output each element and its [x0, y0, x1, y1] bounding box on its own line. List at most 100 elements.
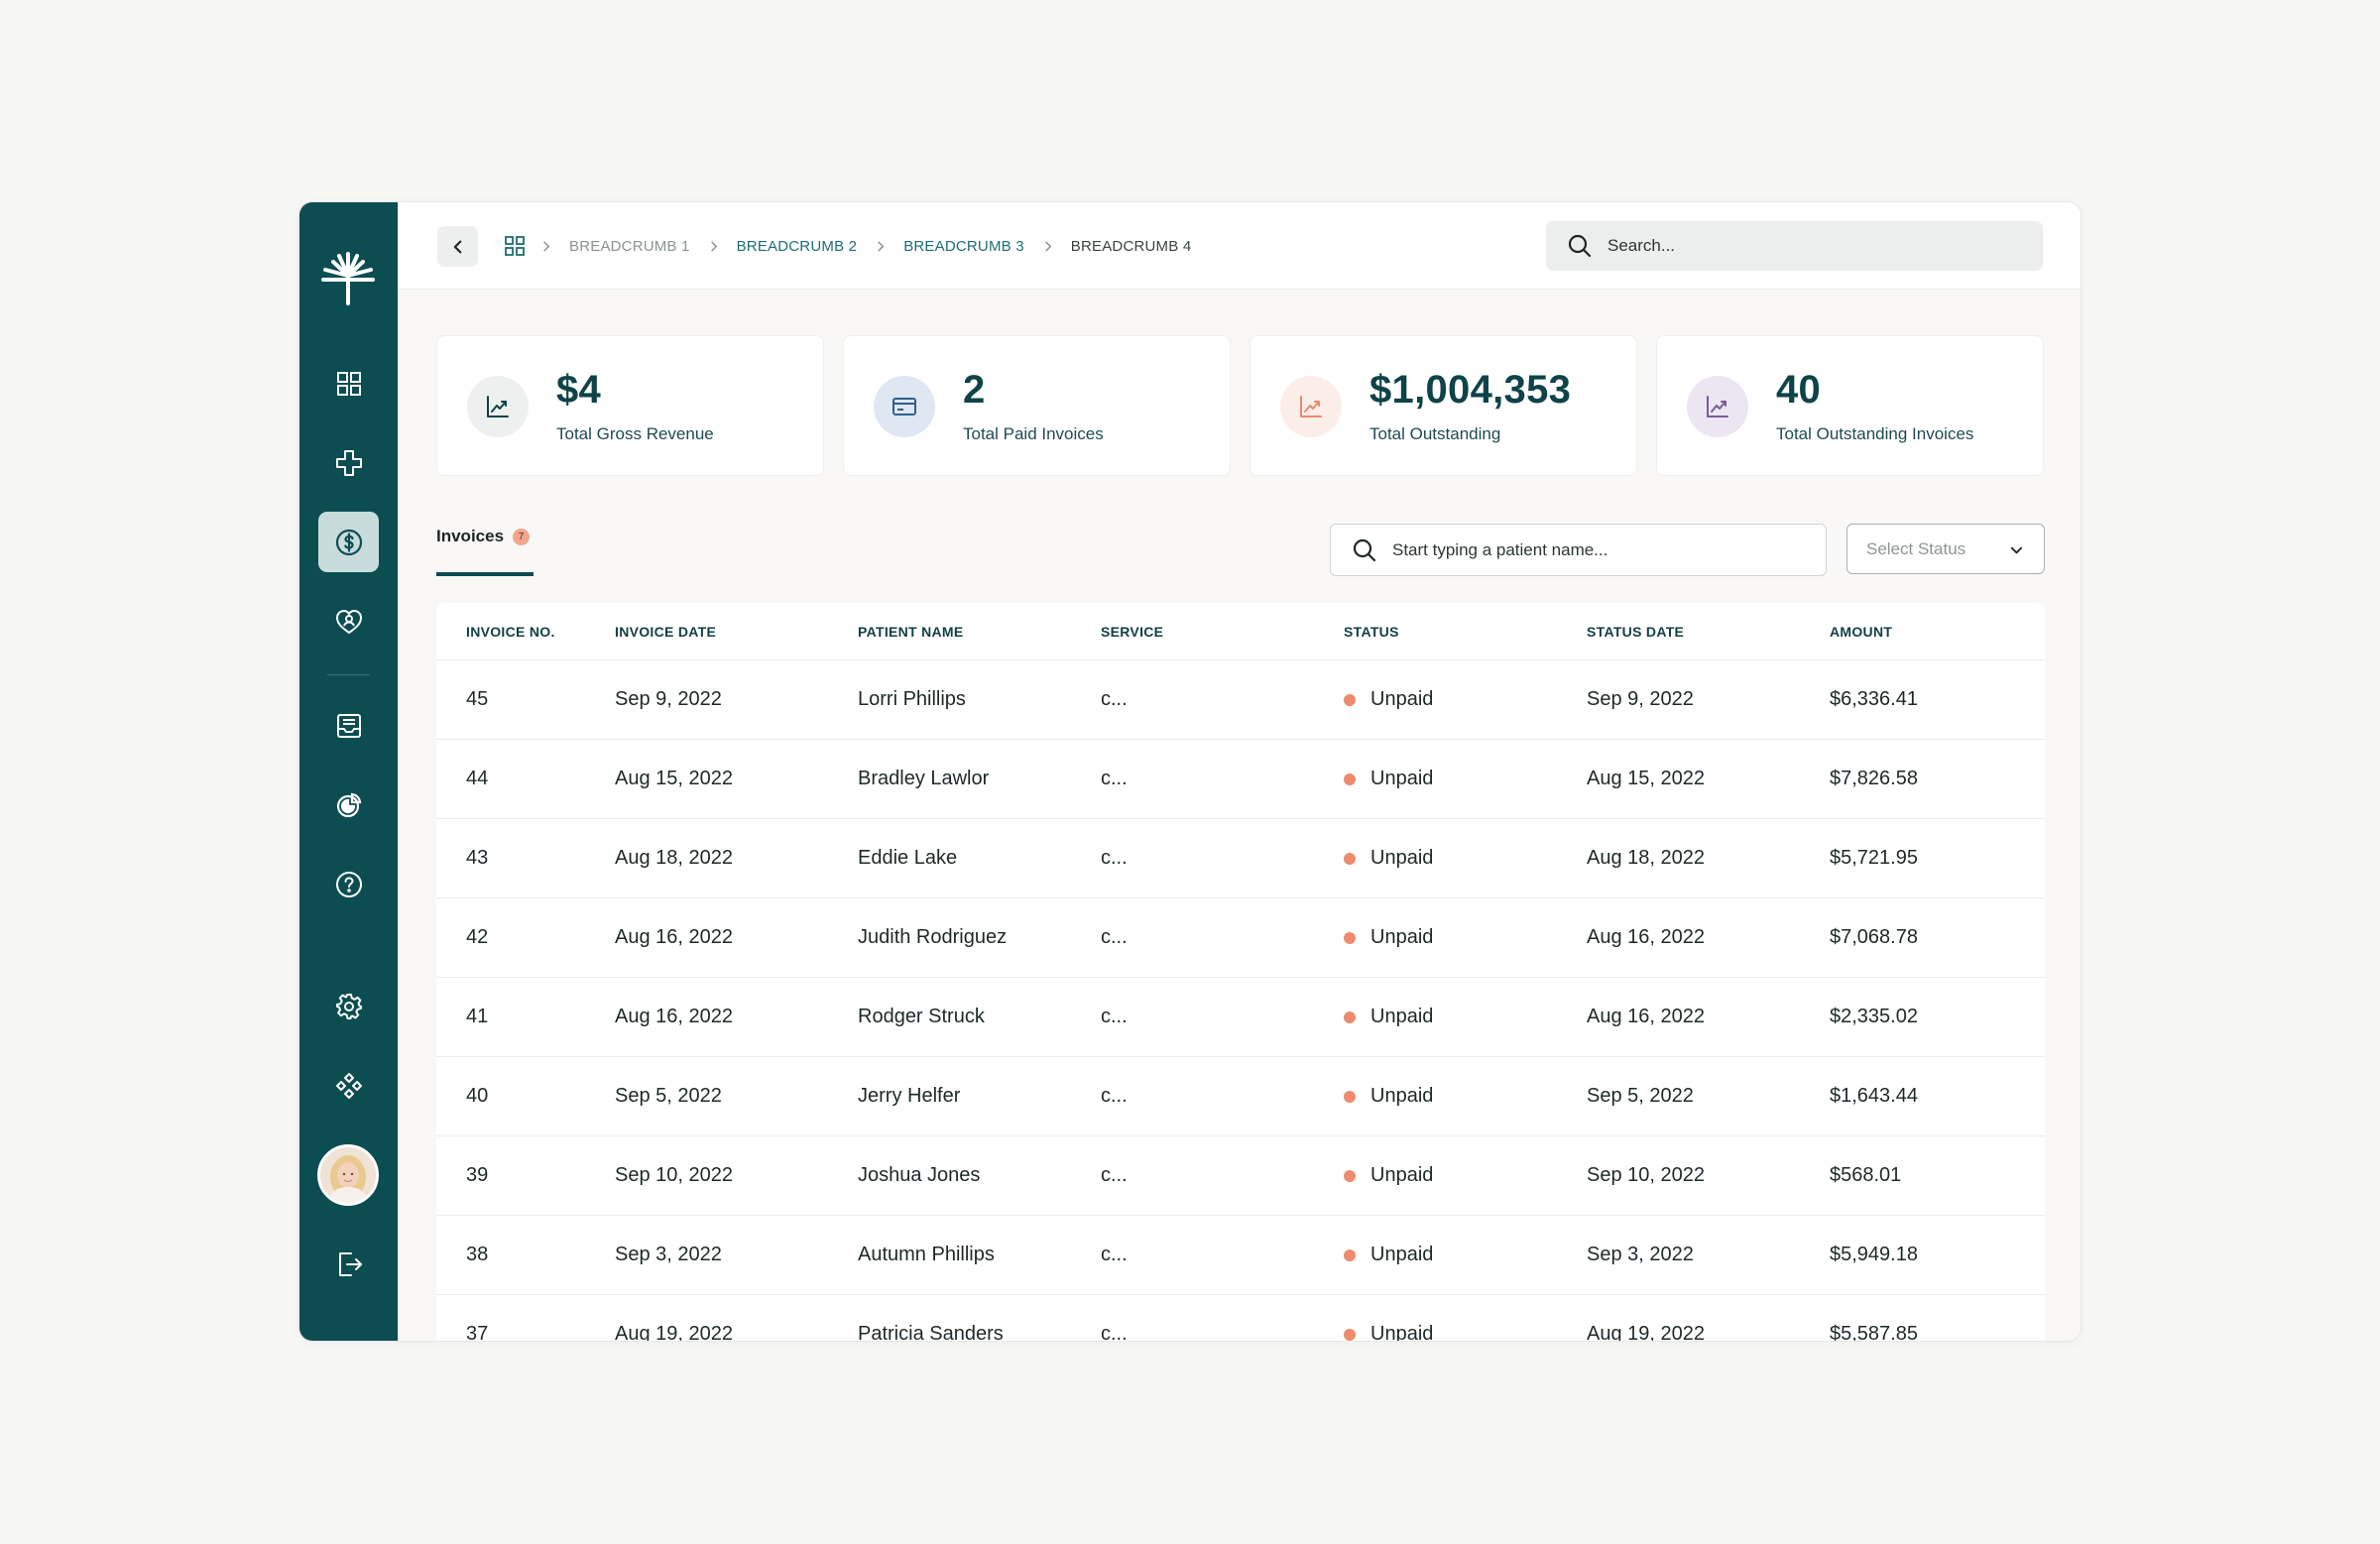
invoice-no: 43 — [466, 847, 489, 869]
table-row[interactable]: 42 Aug 16, 2022 Judith Rodriguez c... Un… — [436, 898, 2045, 978]
status-date: Aug 19, 2022 — [1587, 1323, 1705, 1342]
patient-name: Eddie Lake — [858, 847, 958, 869]
nav-medical[interactable] — [318, 432, 379, 493]
status-text: Unpaid — [1370, 847, 1434, 869]
column-header[interactable]: SERVICE — [1101, 623, 1164, 640]
amount: $568.01 — [1830, 1164, 1902, 1186]
stat-label: Total Outstanding — [1369, 424, 1501, 443]
status-dot-icon — [1344, 1090, 1356, 1103]
service: c... — [1101, 688, 1128, 710]
dollar-circle-icon — [335, 529, 362, 555]
table-row[interactable]: 43 Aug 18, 2022 Eddie Lake c... Unpaid A… — [436, 819, 2045, 898]
breadcrumb-item-3[interactable]: BREADCRUMB 3 — [903, 237, 1024, 255]
column-header[interactable]: PATIENT NAME — [858, 623, 964, 640]
table-row[interactable]: 41 Aug 16, 2022 Rodger Struck c... Unpai… — [436, 978, 2045, 1057]
breadcrumb-item-4: BREADCRUMB 4 — [1070, 237, 1192, 255]
status-date: Aug 16, 2022 — [1587, 1006, 1705, 1027]
status-date: Sep 5, 2022 — [1587, 1085, 1694, 1107]
breadcrumb-home-grid-icon[interactable] — [504, 235, 526, 257]
service: c... — [1101, 1244, 1128, 1265]
service: c... — [1101, 926, 1128, 948]
nav-help[interactable] — [318, 854, 379, 914]
stat-card-outstanding-invoices: 40 Total Outstanding Invoices — [1656, 335, 2044, 476]
status-cell: Unpaid — [1344, 740, 1433, 818]
table-row[interactable]: 37 Aug 19, 2022 Patricia Sanders c... Un… — [436, 1295, 2045, 1342]
tab-count-badge: 7 — [513, 529, 531, 545]
status-select-placeholder: Select Status — [1866, 538, 1966, 558]
table-row[interactable]: 39 Sep 10, 2022 Joshua Jones c... Unpaid… — [436, 1136, 2045, 1216]
nav-billing[interactable] — [318, 512, 379, 572]
status-cell: Unpaid — [1344, 1057, 1433, 1135]
invoice-no: 37 — [466, 1323, 489, 1342]
breadcrumb-item-1[interactable]: BREADCRUMB 1 — [569, 237, 690, 255]
invoices-table: INVOICE NO. INVOICE DATE PATIENT NAME SE… — [436, 603, 2045, 1342]
patient-name: Judith Rodriguez — [858, 926, 1008, 948]
trend-up-icon — [1300, 396, 1322, 417]
column-header[interactable]: AMOUNT — [1830, 623, 1893, 640]
invoice-date: Aug 18, 2022 — [615, 847, 733, 869]
avatar[interactable] — [317, 1144, 379, 1206]
stat-value: 40 — [1776, 368, 1822, 412]
status-cell: Unpaid — [1344, 660, 1433, 739]
invoice-date: Aug 16, 2022 — [615, 1006, 733, 1027]
status-text: Unpaid — [1370, 1006, 1434, 1027]
patient-search-input[interactable]: Start typing a patient name... — [1330, 524, 1827, 576]
nav-integrations[interactable] — [318, 1055, 379, 1116]
nav-logout[interactable] — [318, 1234, 379, 1294]
invoice-date: Sep 10, 2022 — [615, 1164, 733, 1186]
patient-name: Rodger Struck — [858, 1006, 985, 1027]
invoice-date: Sep 5, 2022 — [615, 1085, 722, 1107]
status-text: Unpaid — [1370, 1164, 1434, 1186]
nav-settings[interactable] — [318, 976, 379, 1036]
chevron-right-icon — [1044, 240, 1052, 252]
search-icon — [1568, 234, 1592, 258]
service: c... — [1101, 1164, 1128, 1186]
status-date: Aug 15, 2022 — [1587, 768, 1705, 789]
patient-name: Bradley Lawlor — [858, 768, 990, 789]
amount: $6,336.41 — [1830, 688, 1918, 710]
stat-card-paid-invoices: 2 Total Paid Invoices — [843, 335, 1231, 476]
status-cell: Unpaid — [1344, 898, 1433, 977]
breadcrumb-item-2[interactable]: BREADCRUMB 2 — [736, 237, 858, 255]
status-cell: Unpaid — [1344, 1295, 1433, 1341]
chevron-down-icon — [2010, 546, 2023, 554]
app-window: BREADCRUMB 1 BREADCRUMB 2 BREADCRUMB 3 B… — [298, 201, 2082, 1342]
nav-reports[interactable] — [318, 774, 379, 835]
back-button[interactable] — [437, 226, 478, 267]
column-header[interactable]: INVOICE DATE — [615, 623, 717, 640]
patient-search-placeholder: Start typing a patient name... — [1392, 539, 1608, 559]
status-select[interactable]: Select Status — [1846, 524, 2045, 574]
grid-icon — [336, 371, 361, 396]
status-date: Aug 16, 2022 — [1587, 926, 1705, 948]
status-date: Sep 9, 2022 — [1587, 688, 1694, 710]
integrations-icon — [335, 1072, 362, 1099]
invoice-no: 39 — [466, 1164, 489, 1186]
column-header[interactable]: STATUS — [1344, 623, 1399, 640]
help-circle-icon — [335, 871, 362, 897]
logo-icon[interactable] — [317, 246, 379, 307]
status-cell: Unpaid — [1344, 978, 1433, 1056]
nav-dashboard[interactable] — [318, 353, 379, 414]
trend-up-icon — [487, 396, 509, 417]
status-cell: Unpaid — [1344, 1136, 1433, 1215]
invoice-date: Sep 3, 2022 — [615, 1244, 722, 1265]
status-dot-icon — [1344, 1010, 1356, 1023]
global-search-placeholder: Search... — [1607, 236, 1676, 255]
table-row[interactable]: 38 Sep 3, 2022 Autumn Phillips c... Unpa… — [436, 1216, 2045, 1295]
global-search-input[interactable]: Search... — [1546, 221, 2043, 271]
patient-name: Patricia Sanders — [858, 1323, 1004, 1342]
status-dot-icon — [1344, 1169, 1356, 1182]
nav-patients[interactable] — [318, 591, 379, 652]
amount: $1,643.44 — [1830, 1085, 1918, 1107]
tab-invoices[interactable]: Invoices 7 — [436, 527, 534, 576]
chevron-left-icon — [453, 240, 461, 253]
sidebar — [299, 202, 398, 1341]
table-row[interactable]: 45 Sep 9, 2022 Lorri Phillips c... Unpai… — [436, 660, 2045, 740]
status-dot-icon — [1344, 1248, 1356, 1261]
column-header[interactable]: STATUS DATE — [1587, 623, 1685, 640]
table-row[interactable]: 40 Sep 5, 2022 Jerry Helfer c... Unpaid … — [436, 1057, 2045, 1136]
table-row[interactable]: 44 Aug 15, 2022 Bradley Lawlor c... Unpa… — [436, 740, 2045, 819]
column-header[interactable]: INVOICE NO. — [466, 623, 555, 640]
nav-inbox[interactable] — [318, 695, 379, 756]
patient-name: Autumn Phillips — [858, 1244, 995, 1265]
